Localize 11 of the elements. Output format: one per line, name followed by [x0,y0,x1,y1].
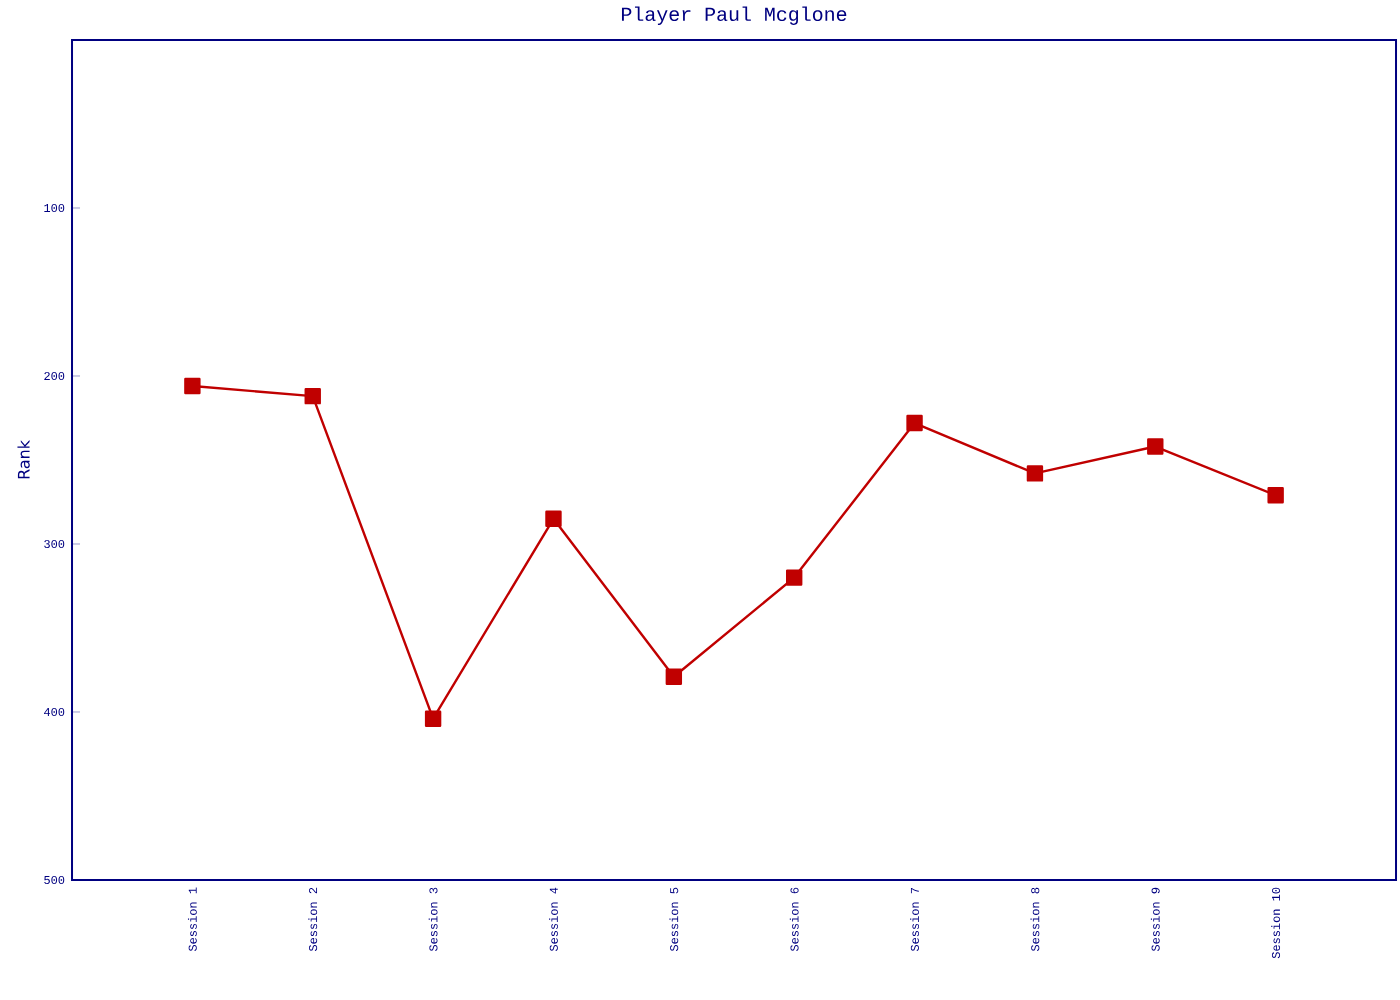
point [184,377,201,395]
point [304,387,321,405]
point [424,710,442,727]
point [545,510,562,527]
point [1026,465,1044,482]
point [665,668,683,685]
point [906,414,923,432]
point [786,569,803,586]
point [1147,438,1164,455]
chart-title: Player Paul Mcglone [621,6,847,25]
point [1267,487,1284,504]
